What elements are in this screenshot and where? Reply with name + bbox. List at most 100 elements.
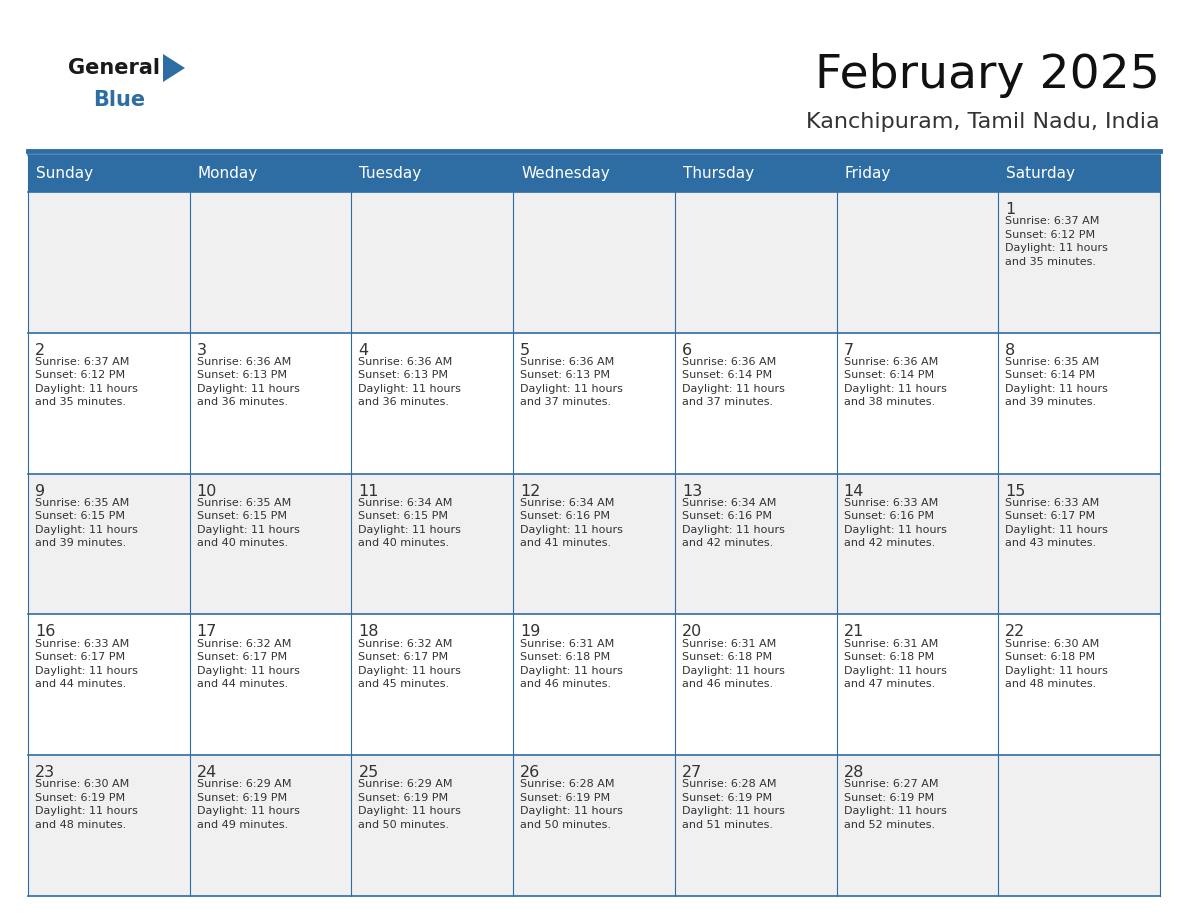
Text: Daylight: 11 hours: Daylight: 11 hours <box>520 525 623 535</box>
Text: and 35 minutes.: and 35 minutes. <box>1005 257 1097 266</box>
Bar <box>29 333 1159 474</box>
Text: 4: 4 <box>359 342 368 358</box>
Text: and 36 minutes.: and 36 minutes. <box>197 397 287 408</box>
Text: 27: 27 <box>682 766 702 780</box>
Text: Sunset: 6:13 PM: Sunset: 6:13 PM <box>520 371 611 380</box>
Text: 13: 13 <box>682 484 702 498</box>
Text: Sunrise: 6:37 AM: Sunrise: 6:37 AM <box>1005 216 1100 226</box>
Text: Sunset: 6:17 PM: Sunset: 6:17 PM <box>1005 511 1095 521</box>
Text: Daylight: 11 hours: Daylight: 11 hours <box>34 525 138 535</box>
Text: Sunset: 6:19 PM: Sunset: 6:19 PM <box>359 793 449 803</box>
Text: 14: 14 <box>843 484 864 498</box>
Text: and 42 minutes.: and 42 minutes. <box>682 538 773 548</box>
Text: Daylight: 11 hours: Daylight: 11 hours <box>520 666 623 676</box>
Text: Sunset: 6:14 PM: Sunset: 6:14 PM <box>682 371 772 380</box>
Text: Sunrise: 6:28 AM: Sunrise: 6:28 AM <box>682 779 776 789</box>
Bar <box>29 614 1159 756</box>
Text: and 41 minutes.: and 41 minutes. <box>520 538 612 548</box>
Text: Sunrise: 6:31 AM: Sunrise: 6:31 AM <box>682 639 776 649</box>
Text: and 50 minutes.: and 50 minutes. <box>520 820 611 830</box>
Text: Daylight: 11 hours: Daylight: 11 hours <box>34 806 138 816</box>
Text: and 48 minutes.: and 48 minutes. <box>34 820 126 830</box>
Text: and 43 minutes.: and 43 minutes. <box>1005 538 1097 548</box>
Text: and 45 minutes.: and 45 minutes. <box>359 679 449 689</box>
Text: Sunset: 6:17 PM: Sunset: 6:17 PM <box>197 652 286 662</box>
Text: Friday: Friday <box>845 166 891 181</box>
Text: Daylight: 11 hours: Daylight: 11 hours <box>34 666 138 676</box>
Text: Daylight: 11 hours: Daylight: 11 hours <box>843 806 947 816</box>
Text: 2: 2 <box>34 342 45 358</box>
Text: Sunset: 6:17 PM: Sunset: 6:17 PM <box>359 652 449 662</box>
Text: Daylight: 11 hours: Daylight: 11 hours <box>1005 525 1108 535</box>
Text: Sunrise: 6:32 AM: Sunrise: 6:32 AM <box>359 639 453 649</box>
Text: Sunrise: 6:35 AM: Sunrise: 6:35 AM <box>34 498 129 508</box>
Text: Sunday: Sunday <box>36 166 93 181</box>
Text: and 37 minutes.: and 37 minutes. <box>520 397 612 408</box>
Text: Sunrise: 6:31 AM: Sunrise: 6:31 AM <box>843 639 937 649</box>
Text: Sunset: 6:19 PM: Sunset: 6:19 PM <box>682 793 772 803</box>
Text: Sunrise: 6:30 AM: Sunrise: 6:30 AM <box>1005 639 1100 649</box>
Text: Sunset: 6:16 PM: Sunset: 6:16 PM <box>520 511 611 521</box>
Text: Sunrise: 6:34 AM: Sunrise: 6:34 AM <box>682 498 776 508</box>
Text: Sunrise: 6:37 AM: Sunrise: 6:37 AM <box>34 357 129 367</box>
Text: Sunset: 6:13 PM: Sunset: 6:13 PM <box>197 371 286 380</box>
Bar <box>29 192 1159 333</box>
Text: Daylight: 11 hours: Daylight: 11 hours <box>1005 666 1108 676</box>
Text: Daylight: 11 hours: Daylight: 11 hours <box>682 384 785 394</box>
Text: Daylight: 11 hours: Daylight: 11 hours <box>843 384 947 394</box>
Text: Daylight: 11 hours: Daylight: 11 hours <box>682 666 785 676</box>
Text: and 52 minutes.: and 52 minutes. <box>843 820 935 830</box>
Text: 20: 20 <box>682 624 702 640</box>
Text: Daylight: 11 hours: Daylight: 11 hours <box>197 384 299 394</box>
Text: 5: 5 <box>520 342 530 358</box>
Text: General: General <box>68 58 160 78</box>
Text: 26: 26 <box>520 766 541 780</box>
Text: Sunset: 6:15 PM: Sunset: 6:15 PM <box>359 511 448 521</box>
Text: Daylight: 11 hours: Daylight: 11 hours <box>520 384 623 394</box>
Text: 3: 3 <box>197 342 207 358</box>
Text: Sunrise: 6:34 AM: Sunrise: 6:34 AM <box>359 498 453 508</box>
Text: and 51 minutes.: and 51 minutes. <box>682 820 773 830</box>
Text: Daylight: 11 hours: Daylight: 11 hours <box>1005 243 1108 253</box>
Text: Blue: Blue <box>93 90 145 110</box>
Text: and 46 minutes.: and 46 minutes. <box>520 679 612 689</box>
Text: Daylight: 11 hours: Daylight: 11 hours <box>197 525 299 535</box>
Text: Monday: Monday <box>197 166 258 181</box>
Text: Kanchipuram, Tamil Nadu, India: Kanchipuram, Tamil Nadu, India <box>807 112 1159 132</box>
Text: Sunrise: 6:35 AM: Sunrise: 6:35 AM <box>197 498 291 508</box>
Text: and 40 minutes.: and 40 minutes. <box>197 538 287 548</box>
Text: Daylight: 11 hours: Daylight: 11 hours <box>359 666 461 676</box>
Text: Sunrise: 6:34 AM: Sunrise: 6:34 AM <box>520 498 614 508</box>
Text: Sunrise: 6:30 AM: Sunrise: 6:30 AM <box>34 779 129 789</box>
Text: 1: 1 <box>1005 202 1016 217</box>
Text: Sunrise: 6:29 AM: Sunrise: 6:29 AM <box>359 779 453 789</box>
Text: Sunset: 6:19 PM: Sunset: 6:19 PM <box>34 793 125 803</box>
Text: Sunset: 6:18 PM: Sunset: 6:18 PM <box>682 652 772 662</box>
Text: Sunrise: 6:35 AM: Sunrise: 6:35 AM <box>1005 357 1100 367</box>
Text: Sunrise: 6:36 AM: Sunrise: 6:36 AM <box>197 357 291 367</box>
Text: Sunset: 6:16 PM: Sunset: 6:16 PM <box>843 511 934 521</box>
Text: Sunrise: 6:36 AM: Sunrise: 6:36 AM <box>682 357 776 367</box>
Text: Daylight: 11 hours: Daylight: 11 hours <box>1005 384 1108 394</box>
Text: Sunset: 6:15 PM: Sunset: 6:15 PM <box>197 511 286 521</box>
Text: and 50 minutes.: and 50 minutes. <box>359 820 449 830</box>
Text: Sunset: 6:14 PM: Sunset: 6:14 PM <box>843 371 934 380</box>
Text: Sunset: 6:19 PM: Sunset: 6:19 PM <box>520 793 611 803</box>
Text: 19: 19 <box>520 624 541 640</box>
Text: Sunset: 6:16 PM: Sunset: 6:16 PM <box>682 511 772 521</box>
Text: Daylight: 11 hours: Daylight: 11 hours <box>359 384 461 394</box>
Text: and 39 minutes.: and 39 minutes. <box>1005 397 1097 408</box>
Text: 12: 12 <box>520 484 541 498</box>
Text: and 44 minutes.: and 44 minutes. <box>34 679 126 689</box>
Text: Saturday: Saturday <box>1006 166 1075 181</box>
Text: Sunset: 6:19 PM: Sunset: 6:19 PM <box>843 793 934 803</box>
Text: Sunset: 6:15 PM: Sunset: 6:15 PM <box>34 511 125 521</box>
Text: Sunset: 6:18 PM: Sunset: 6:18 PM <box>1005 652 1095 662</box>
Text: Daylight: 11 hours: Daylight: 11 hours <box>520 806 623 816</box>
Text: and 47 minutes.: and 47 minutes. <box>843 679 935 689</box>
Text: Sunrise: 6:36 AM: Sunrise: 6:36 AM <box>843 357 937 367</box>
Text: and 46 minutes.: and 46 minutes. <box>682 679 773 689</box>
Bar <box>29 474 1159 614</box>
Text: 10: 10 <box>197 484 217 498</box>
Text: Sunset: 6:19 PM: Sunset: 6:19 PM <box>197 793 286 803</box>
